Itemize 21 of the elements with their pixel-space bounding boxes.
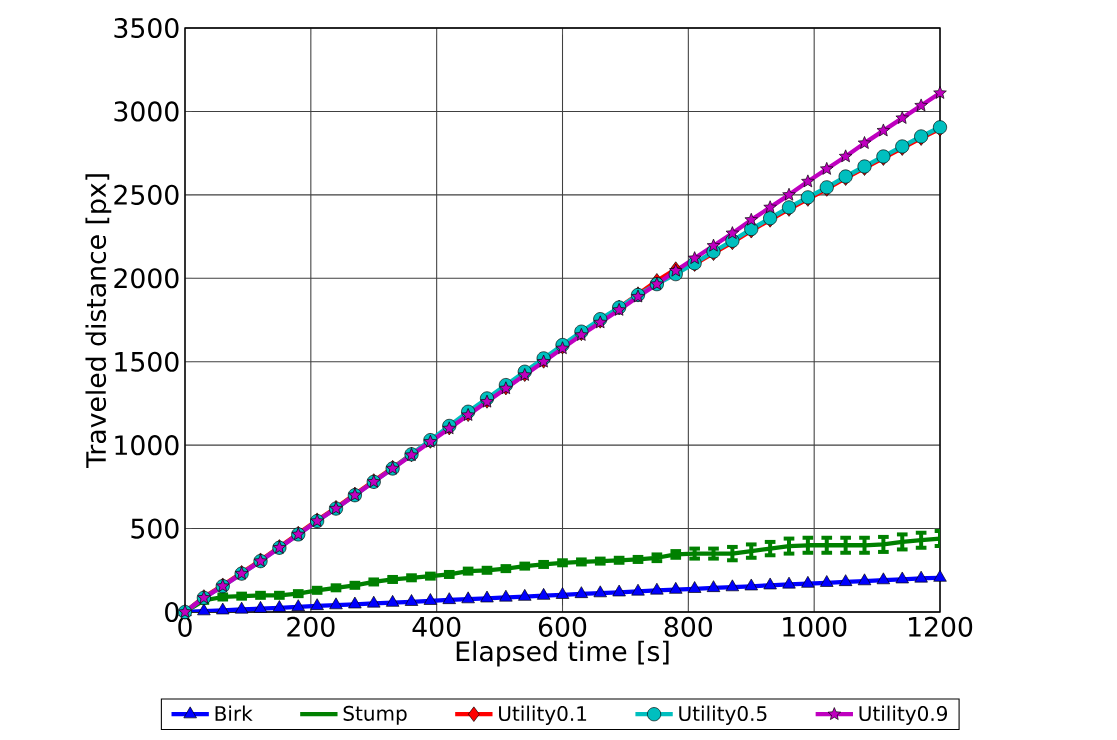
x-tick-label: 600 (538, 616, 587, 637)
x-tick-label: 1200 (909, 616, 973, 637)
y-axis-title: Traveled distance [px] (85, 174, 112, 469)
y-tick-label: 2500 (114, 184, 179, 205)
legend-label: Utility0.9 (859, 705, 948, 725)
legend-label: Stump (343, 705, 407, 725)
x-tick-label: 200 (287, 616, 335, 637)
y-tick-label: 0 (165, 601, 179, 623)
legend-label: Birk (215, 705, 253, 721)
y-tick-label: 1500 (115, 351, 179, 372)
y-tick-label: 2000 (114, 268, 179, 289)
legend-label: Utility0.5 (679, 705, 767, 725)
y-tick-label: 3000 (114, 101, 179, 122)
x-tick-label: 800 (664, 616, 713, 637)
x-axis-title: Elapsed time [s] (456, 640, 669, 667)
y-tick-label: 500 (131, 518, 179, 539)
y-tick-label: 1000 (115, 435, 179, 456)
legend-label: Utility0.1 (499, 705, 587, 725)
x-tick-label: 1000 (783, 616, 847, 637)
y-tick-label: 3500 (114, 17, 179, 39)
x-tick-label: 400 (412, 616, 461, 637)
